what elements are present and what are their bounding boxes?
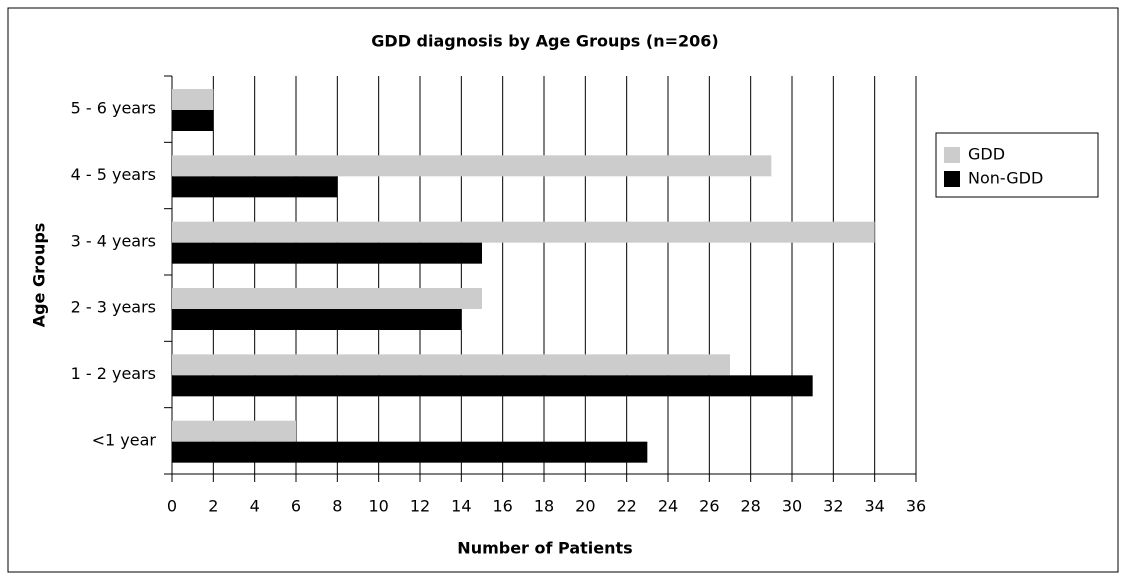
x-tick-label: 12 bbox=[410, 497, 430, 516]
y-axis-title: Age Groups bbox=[30, 223, 49, 328]
legend-swatch bbox=[944, 147, 960, 163]
bar bbox=[172, 441, 648, 463]
bar bbox=[172, 155, 772, 177]
x-tick-label: 6 bbox=[291, 497, 301, 516]
x-tick-label: 26 bbox=[699, 497, 719, 516]
y-tick-label: 4 - 5 years bbox=[71, 165, 156, 184]
bar bbox=[172, 89, 214, 110]
chart-title: GDD diagnosis by Age Groups (n=206) bbox=[371, 32, 718, 51]
legend-label: GDD bbox=[968, 145, 1005, 164]
y-tick-label: 3 - 4 years bbox=[71, 231, 156, 250]
bar bbox=[172, 242, 482, 264]
x-tick-label: 0 bbox=[167, 497, 177, 516]
x-tick-label: 32 bbox=[823, 497, 843, 516]
x-tick-label: 8 bbox=[332, 497, 342, 516]
x-axis-title: Number of Patients bbox=[457, 539, 632, 558]
y-tick-label: 2 - 3 years bbox=[71, 298, 156, 317]
x-tick-label: 30 bbox=[782, 497, 802, 516]
x-tick-label: 20 bbox=[575, 497, 595, 516]
x-tick-label: 18 bbox=[534, 497, 554, 516]
bar bbox=[172, 309, 462, 330]
bar bbox=[172, 420, 296, 442]
x-tick-label: 36 bbox=[906, 497, 926, 516]
bar bbox=[172, 354, 730, 376]
bar bbox=[172, 221, 875, 243]
bar bbox=[172, 375, 813, 397]
legend-box bbox=[935, 132, 1099, 198]
x-tick-label: 10 bbox=[368, 497, 388, 516]
bar bbox=[172, 110, 214, 131]
y-tick-label: 1 - 2 years bbox=[71, 364, 156, 383]
x-tick-label: 16 bbox=[492, 497, 512, 516]
x-tick-label: 24 bbox=[658, 497, 678, 516]
y-tick-label: <1 year bbox=[92, 430, 157, 449]
legend-label: Non-GDD bbox=[968, 169, 1043, 188]
bar bbox=[172, 176, 338, 198]
x-tick-label: 14 bbox=[451, 497, 471, 516]
x-tick-label: 4 bbox=[250, 497, 260, 516]
x-tick-label: 28 bbox=[740, 497, 760, 516]
x-tick-label: 34 bbox=[864, 497, 884, 516]
y-tick-label: 5 - 6 years bbox=[71, 99, 156, 118]
x-tick-label: 22 bbox=[616, 497, 636, 516]
legend-swatch bbox=[944, 171, 960, 187]
x-tick-label: 2 bbox=[208, 497, 218, 516]
bar bbox=[172, 288, 482, 309]
